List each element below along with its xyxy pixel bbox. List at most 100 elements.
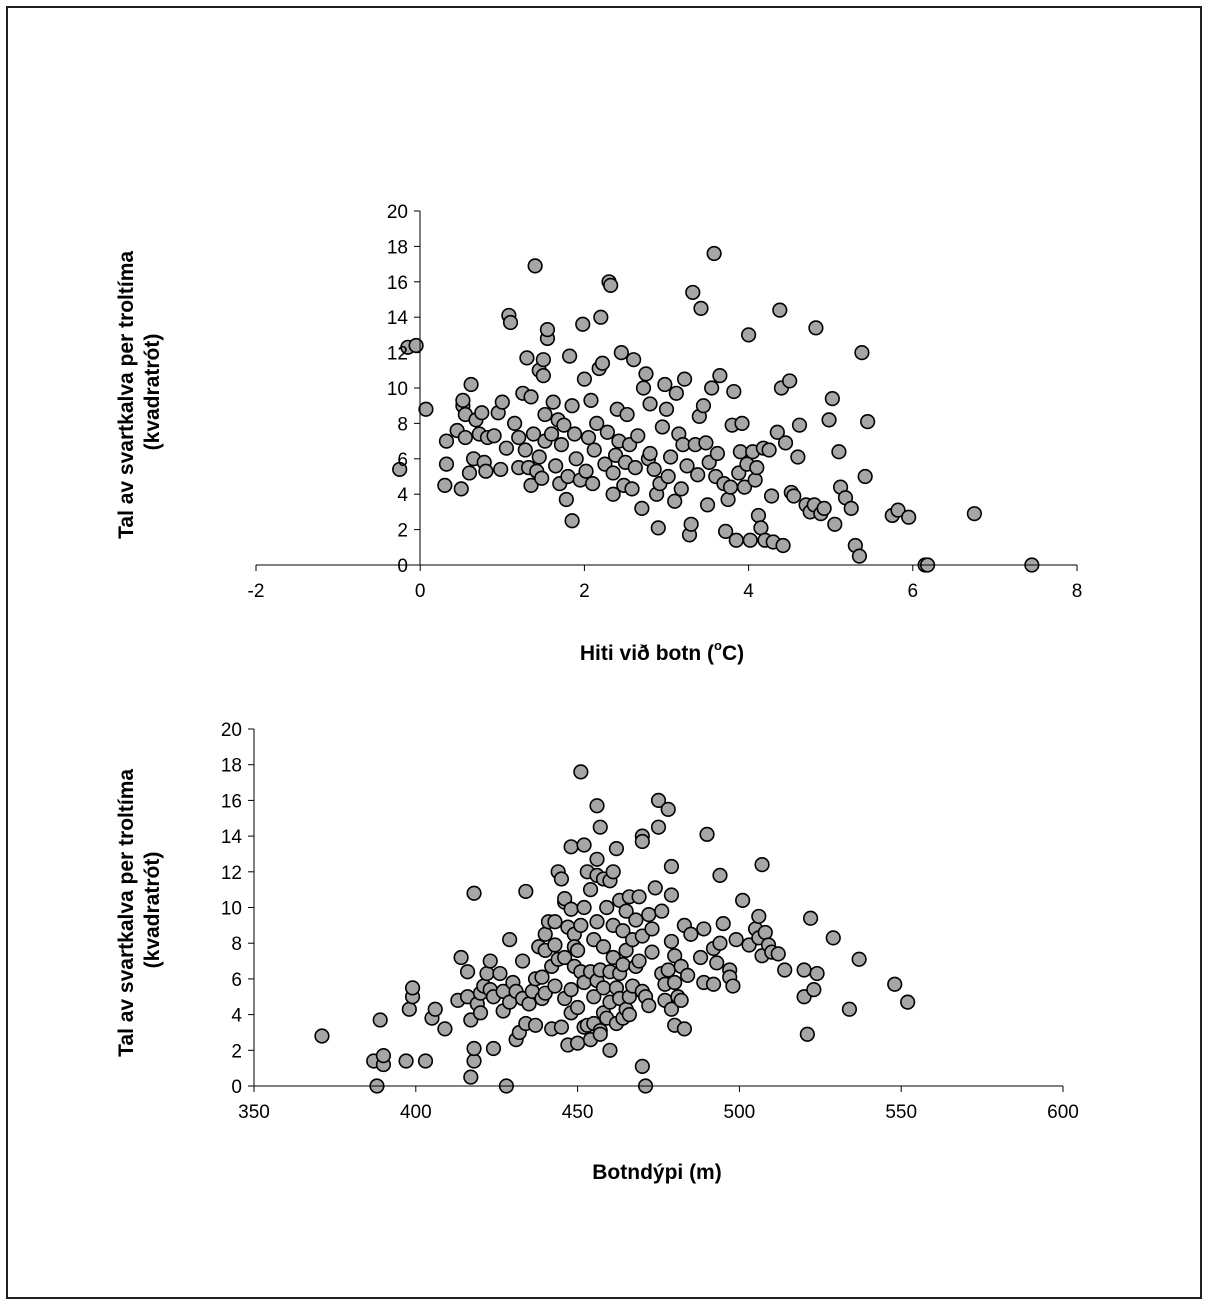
depth-point xyxy=(631,953,647,969)
temperature-y-tick-label: 20 xyxy=(387,202,408,223)
temperature-point xyxy=(438,433,455,449)
depth-x-tick-label: 550 xyxy=(885,1102,917,1123)
depth-point xyxy=(569,1035,586,1051)
temperature-y-tick-label: 14 xyxy=(387,308,409,329)
temperature-point xyxy=(690,467,706,483)
depth-point xyxy=(459,964,476,980)
depth-point xyxy=(650,792,667,809)
depth-point xyxy=(634,1058,650,1074)
depth-point xyxy=(851,951,867,967)
depth-point xyxy=(725,978,741,994)
temperature-point xyxy=(720,491,736,508)
temperature-point xyxy=(461,465,478,481)
depth-point xyxy=(605,864,621,880)
depth-point xyxy=(563,982,579,998)
temperature-point xyxy=(457,429,473,446)
depth-point xyxy=(728,932,744,948)
depth-y-tick-label: 0 xyxy=(231,1077,242,1098)
temperature-point xyxy=(824,391,840,407)
depth-point xyxy=(641,998,657,1014)
depth-y-tick-label: 10 xyxy=(221,899,242,920)
depth-point xyxy=(621,1006,637,1023)
temperature-point xyxy=(507,415,523,432)
temperature-point xyxy=(890,502,906,518)
depth-point xyxy=(547,914,563,930)
temperature-point xyxy=(654,419,670,435)
temperature-point xyxy=(486,428,502,444)
temperature-point xyxy=(453,481,469,497)
depth-point xyxy=(673,992,689,1008)
temperature-y-title-line2: (kvadratrót) xyxy=(141,334,164,451)
temperature-point xyxy=(583,392,599,408)
temperature-point xyxy=(580,429,597,446)
temperature-point xyxy=(698,435,714,451)
temperature-point xyxy=(734,415,750,432)
temperature-point xyxy=(676,371,693,387)
temperature-point xyxy=(564,398,580,414)
temperature-point xyxy=(722,479,739,495)
temperature-point xyxy=(634,500,650,516)
temperature-point xyxy=(527,258,543,274)
depth-point xyxy=(547,937,563,953)
depth-point xyxy=(569,999,586,1016)
depth-point xyxy=(375,1048,392,1064)
temperature-point xyxy=(463,376,479,393)
temperature-point xyxy=(763,488,780,504)
depth-point xyxy=(472,1005,489,1021)
depth-point xyxy=(634,833,650,850)
temperature-point xyxy=(740,327,757,343)
depth-point xyxy=(644,921,660,937)
depth-point xyxy=(696,921,712,937)
temperature-point xyxy=(576,371,593,387)
temperature-y-tick-label: 16 xyxy=(387,273,408,294)
temperature-point xyxy=(854,345,870,361)
temperature-point xyxy=(539,321,556,338)
depth-point xyxy=(705,976,722,992)
temperature-point xyxy=(712,368,728,384)
temperature-point xyxy=(638,366,654,382)
temperature-point xyxy=(575,316,591,332)
depth-point xyxy=(595,939,612,955)
depth-scatter: 0 2 4 6 8 10 12 14 16 18 20 350 400 450 500 550 600 Tal… xyxy=(115,720,1079,1184)
depth-point xyxy=(563,901,579,917)
temperature-point xyxy=(693,300,709,316)
temperature-point xyxy=(749,460,765,476)
temperature-point xyxy=(603,277,619,293)
temperature-point xyxy=(593,309,609,325)
temperature-point xyxy=(619,406,635,423)
temperature-point xyxy=(564,513,580,529)
temperature-point xyxy=(562,348,578,364)
temperature-point xyxy=(418,401,434,417)
depth-point xyxy=(466,1040,482,1057)
depth-x-tick-label: 500 xyxy=(724,1102,756,1123)
depth-y-tick-label: 20 xyxy=(221,720,242,741)
depth-point xyxy=(680,967,696,983)
temperature-point xyxy=(695,398,712,414)
temperature-point xyxy=(660,468,676,485)
depth-point xyxy=(537,926,553,942)
depth-point xyxy=(563,839,579,855)
depth-point xyxy=(841,1001,858,1017)
depth-point xyxy=(799,1026,815,1042)
depth-point xyxy=(709,955,725,971)
temperature-point xyxy=(750,507,767,524)
depth-point xyxy=(547,978,563,994)
temperature-y-tick-label: 6 xyxy=(397,450,408,471)
temperature-point xyxy=(772,302,788,318)
depth-point xyxy=(647,880,663,896)
temperature-point xyxy=(747,472,763,488)
depth-y-tick-label: 18 xyxy=(221,756,242,777)
depth-point xyxy=(502,932,518,948)
temperature-x-tick-label: 2 xyxy=(579,581,590,602)
temperature-y-tick-label: 18 xyxy=(387,237,408,258)
temperature-y-tick-label: 8 xyxy=(397,414,408,435)
depth-x-tick-label: 600 xyxy=(1047,1102,1079,1123)
depth-point xyxy=(576,899,592,916)
temperature-y-ticks: 0 2 4 6 8 10 12 14 16 18 20 xyxy=(387,202,420,577)
depth-point xyxy=(663,858,680,875)
chart-frame: 0 2 4 6 8 10 12 14 16 18 20 -2 0 2 4 6 8 Tal av svartka… xyxy=(6,6,1202,1299)
temperature-scatter: 0 2 4 6 8 10 12 14 16 18 20 -2 0 2 4 6 8 Tal av svartka… xyxy=(115,202,1082,665)
temperature-x-ticks: -2 0 2 4 6 8 xyxy=(248,565,1082,602)
temperature-point xyxy=(545,394,561,410)
depth-point xyxy=(573,917,589,933)
